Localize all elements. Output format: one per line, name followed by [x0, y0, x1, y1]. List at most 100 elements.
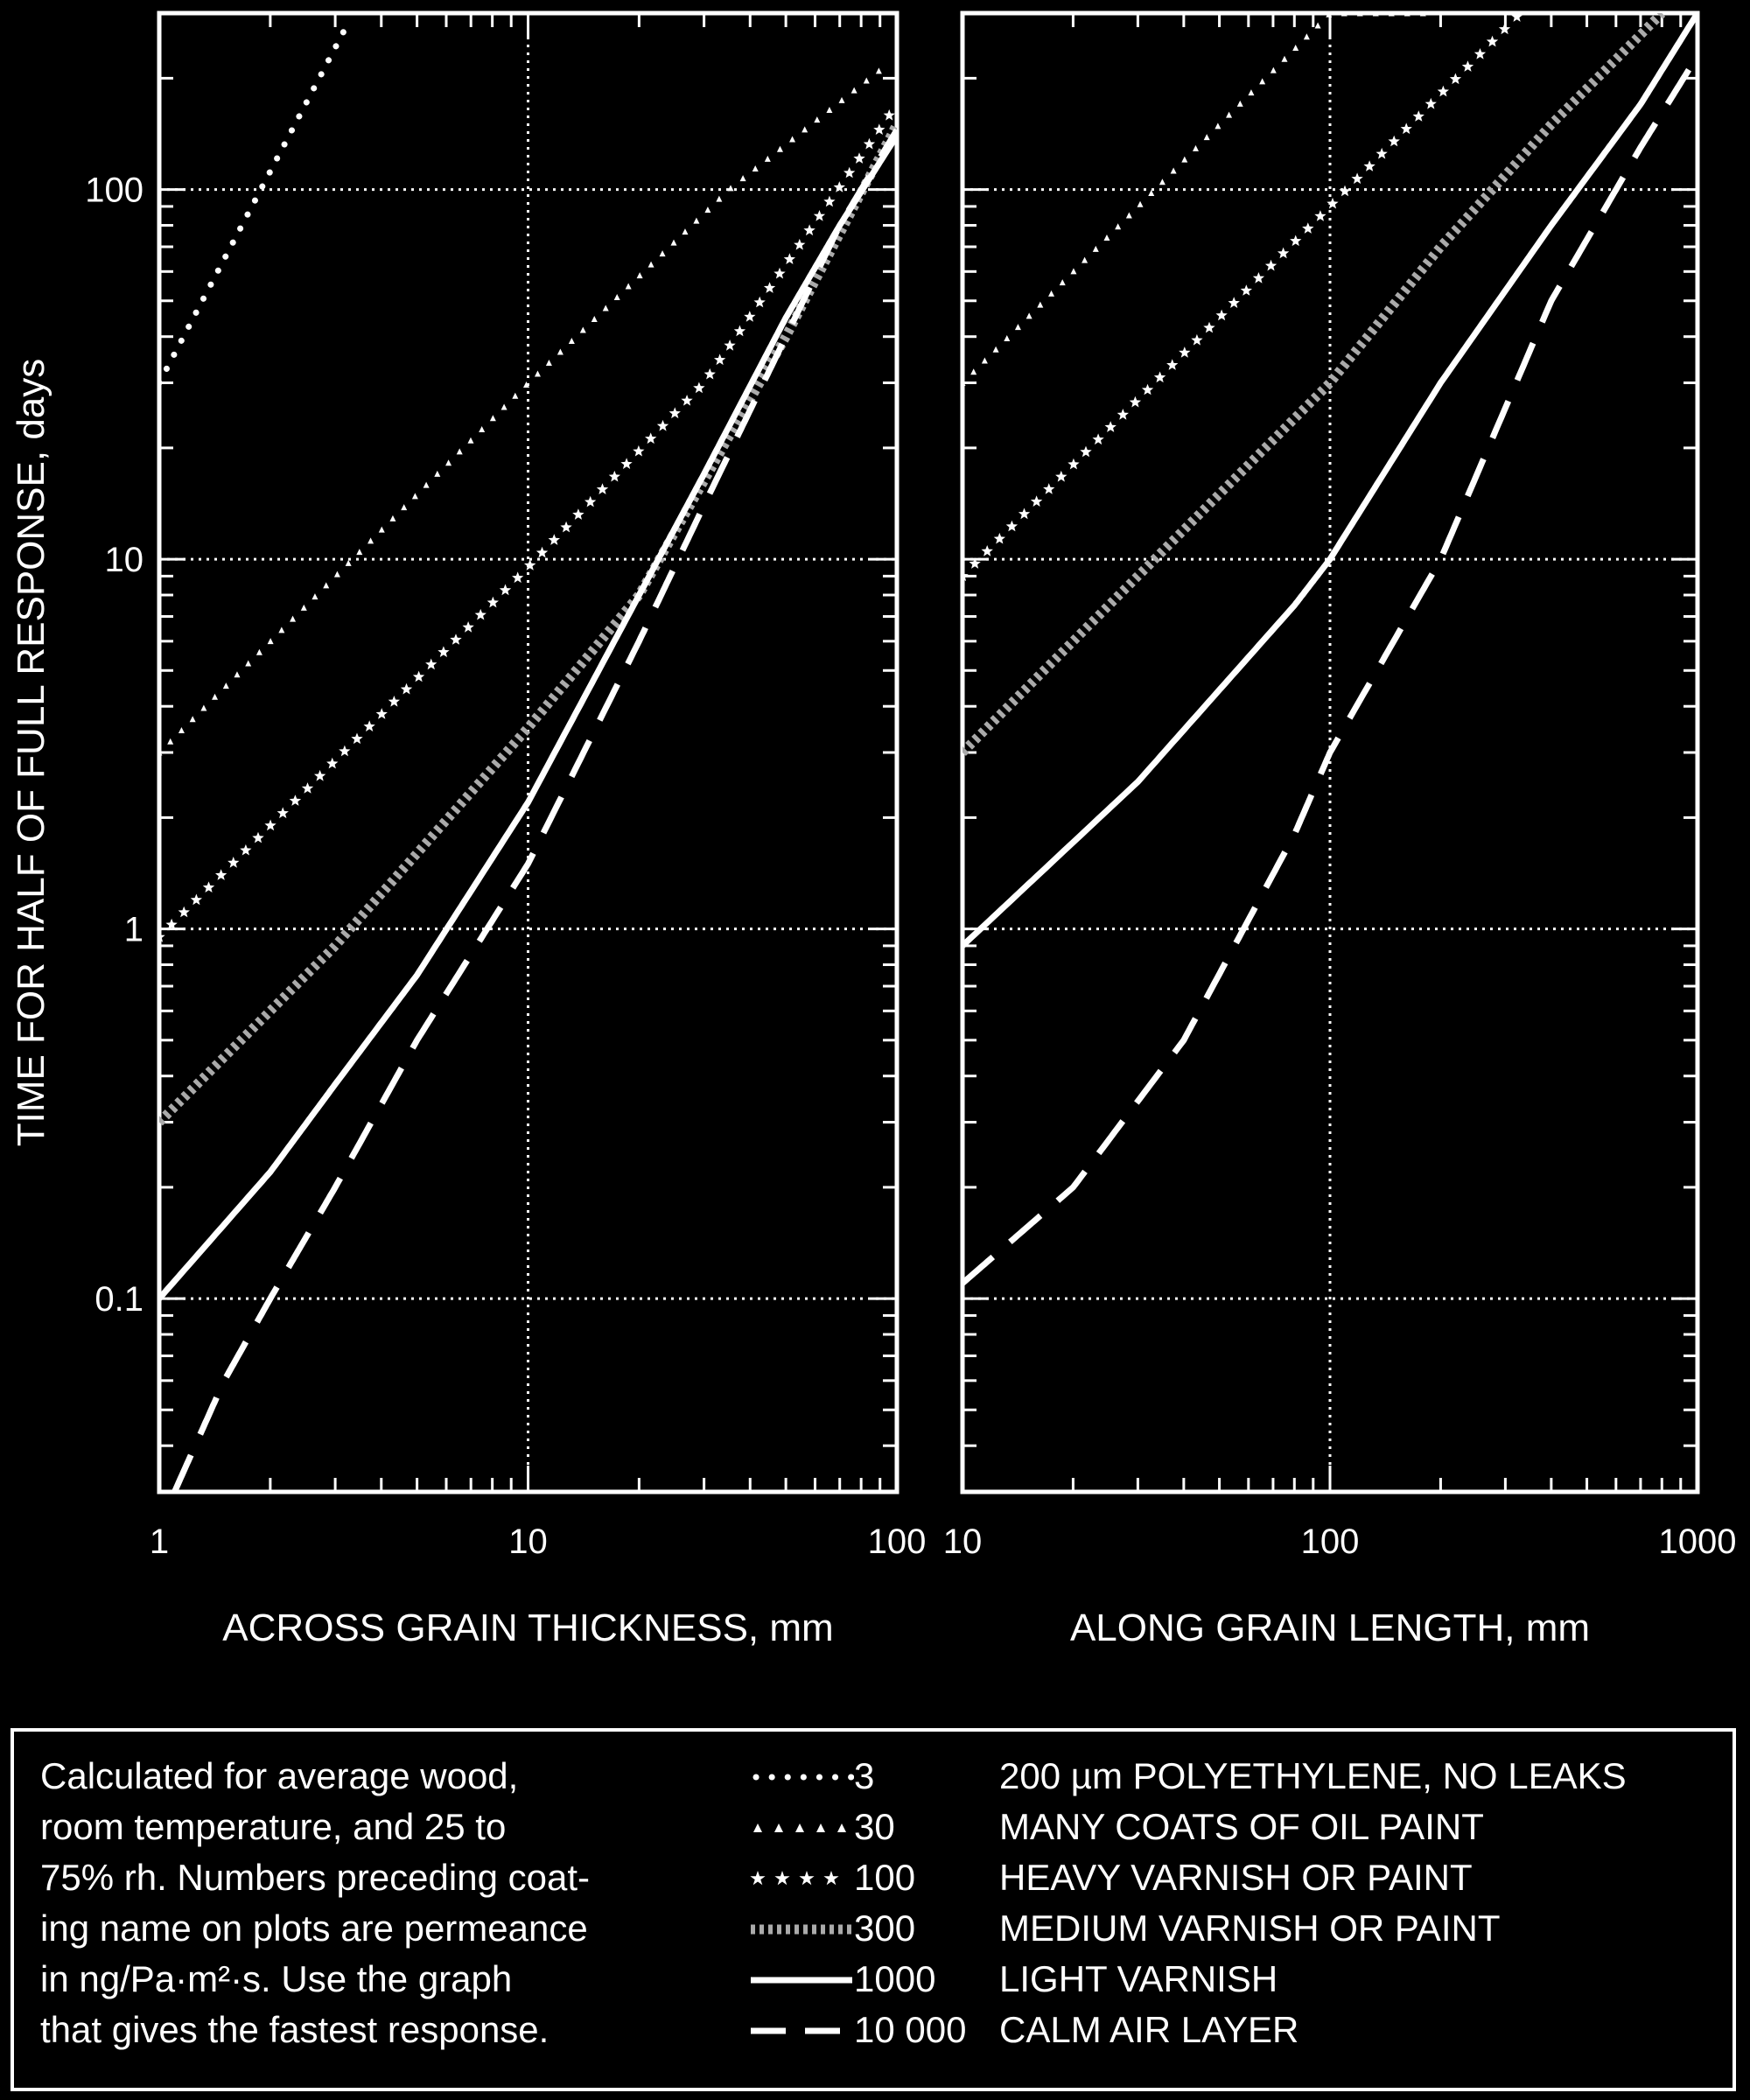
- series-marker-triangle: [613, 294, 620, 301]
- legend-swatch-mark: [823, 1871, 839, 1886]
- series-marker-triangle: [704, 206, 711, 214]
- chart-panel-1: 1 10 100 0.1 1 10 100 ACROSS GRAIN THICKNESS, m…: [10, 10, 926, 1649]
- series-marker-triangle: [1070, 268, 1077, 275]
- legend-item: 30 MANY COATS OF OIL PAINT: [740, 1802, 1738, 1852]
- series-marker-star: [863, 137, 876, 150]
- series-marker-star: [1179, 346, 1191, 358]
- series-marker-triangle: [568, 337, 575, 344]
- series-marker-triangle: [356, 549, 363, 556]
- series-marker-star: [1388, 135, 1400, 147]
- series-marker-triangle: [776, 145, 783, 152]
- x-tick-label: 10: [943, 1522, 983, 1561]
- series-marker-triangle: [1388, 13, 1395, 17]
- series-marker-star: [1351, 172, 1363, 185]
- series-marker-star: [450, 634, 462, 645]
- series-marker-star: [1461, 60, 1474, 72]
- legend-label: LIGHT VARNISH: [999, 1958, 1278, 1999]
- series-marker-triangle: [434, 470, 441, 477]
- series-marker-star: [1449, 73, 1462, 85]
- series-marker-star: [1510, 13, 1523, 22]
- series-marker-star: [1191, 333, 1203, 346]
- series-marker-triangle: [212, 693, 219, 700]
- series-marker-triangle: [850, 87, 858, 94]
- series-marker-star: [813, 210, 826, 221]
- series-marker-star: [1203, 321, 1215, 333]
- series-marker-triangle: [1092, 245, 1099, 252]
- series-marker-triangle: [752, 165, 759, 172]
- series-marker-star: [165, 918, 178, 930]
- series-marker-triangle: [962, 380, 966, 386]
- series-marker-triangle: [727, 185, 734, 192]
- series-marker-triangle: [764, 155, 771, 162]
- series-marker-triangle: [489, 415, 496, 422]
- series-marker-triangle: [648, 261, 654, 268]
- series-marker-star: [873, 123, 886, 135]
- series-marker-triangle: [1004, 334, 1011, 341]
- series-marker-triangle: [659, 250, 666, 257]
- legend-value: 3: [854, 1755, 875, 1796]
- series-marker-star: [1326, 197, 1339, 209]
- y-tick-label: 10: [105, 541, 144, 579]
- series-marker-triangle: [523, 381, 530, 388]
- series-marker-star: [1339, 185, 1351, 197]
- series-marker-triangle: [1103, 234, 1110, 242]
- series-marker-triangle: [1115, 223, 1122, 230]
- series-marker-star: [1252, 272, 1265, 284]
- series-marker-triangle: [1259, 78, 1266, 85]
- series-marker-triangle: [1236, 100, 1243, 107]
- series-marker-star: [962, 570, 969, 582]
- series-marker-triangle: [1419, 13, 1426, 17]
- series-marker-star: [823, 195, 836, 207]
- series-marker-triangle: [189, 716, 196, 723]
- legend-value: 30: [854, 1806, 895, 1847]
- series-marker-star: [883, 108, 895, 121]
- series-line-1000: [962, 13, 1698, 948]
- legend-swatch-mark: [837, 1824, 846, 1832]
- series-marker-triangle: [1404, 13, 1410, 17]
- series-marker-star: [844, 166, 856, 178]
- series-marker-star: [645, 432, 657, 444]
- series-marker-star: [1437, 85, 1449, 97]
- x-tick-label: 1000: [1659, 1522, 1737, 1561]
- legend-swatch-mark: [816, 1824, 825, 1832]
- series-marker-triangle: [789, 136, 796, 143]
- series-marker-star: [572, 508, 584, 520]
- series-marker-triangle: [1226, 111, 1233, 118]
- series-marker-star: [1486, 35, 1499, 47]
- series-marker-star: [656, 419, 669, 431]
- legend-swatch-mark: [750, 1871, 766, 1886]
- series-marker-triangle: [167, 738, 174, 745]
- chart-panel-2: 10 100 1000 ALONG GRAIN LENGTH, mm: [943, 10, 1737, 1649]
- series-marker-triangle: [602, 304, 609, 312]
- series-marker-star: [704, 368, 716, 380]
- series-marker-triangle: [1148, 189, 1155, 196]
- series-marker-star: [228, 857, 240, 868]
- series-marker-triangle: [222, 682, 229, 690]
- series-marker-star: [1240, 284, 1252, 296]
- legend-label: CALM AIR LAYER: [999, 2009, 1299, 2050]
- series-marker-star: [1068, 458, 1080, 470]
- series-marker-star: [853, 152, 865, 164]
- series-marker-star: [620, 458, 633, 469]
- series-marker-triangle: [1314, 22, 1321, 29]
- series-marker-star: [1376, 147, 1388, 159]
- series-marker-star: [1424, 97, 1437, 109]
- y-axis-title: TIME FOR HALF OF FULL RESPONSE, days: [10, 359, 52, 1147]
- legend-swatch-dash: [751, 2027, 852, 2034]
- series-marker-triangle: [245, 660, 252, 667]
- series-marker-star: [681, 395, 693, 406]
- series-marker-star: [1215, 309, 1228, 321]
- series-marker-star: [276, 807, 289, 819]
- legend-item: 3 200 µm POLYETHYLENE, NO LEAKS: [740, 1751, 1738, 1802]
- series-marker-triangle: [863, 77, 870, 84]
- series-marker-triangle: [234, 671, 241, 678]
- series-marker-star: [993, 532, 1005, 544]
- series-marker-star: [1153, 371, 1166, 383]
- series-marker-triangle: [1137, 200, 1144, 207]
- series-marker-triangle: [875, 67, 882, 74]
- series-marker-star: [474, 608, 486, 620]
- series-marker-triangle: [368, 537, 374, 544]
- series-marker-triangle: [992, 346, 999, 353]
- series-marker-triangle: [1372, 13, 1379, 17]
- series-marker-triangle: [1203, 134, 1210, 141]
